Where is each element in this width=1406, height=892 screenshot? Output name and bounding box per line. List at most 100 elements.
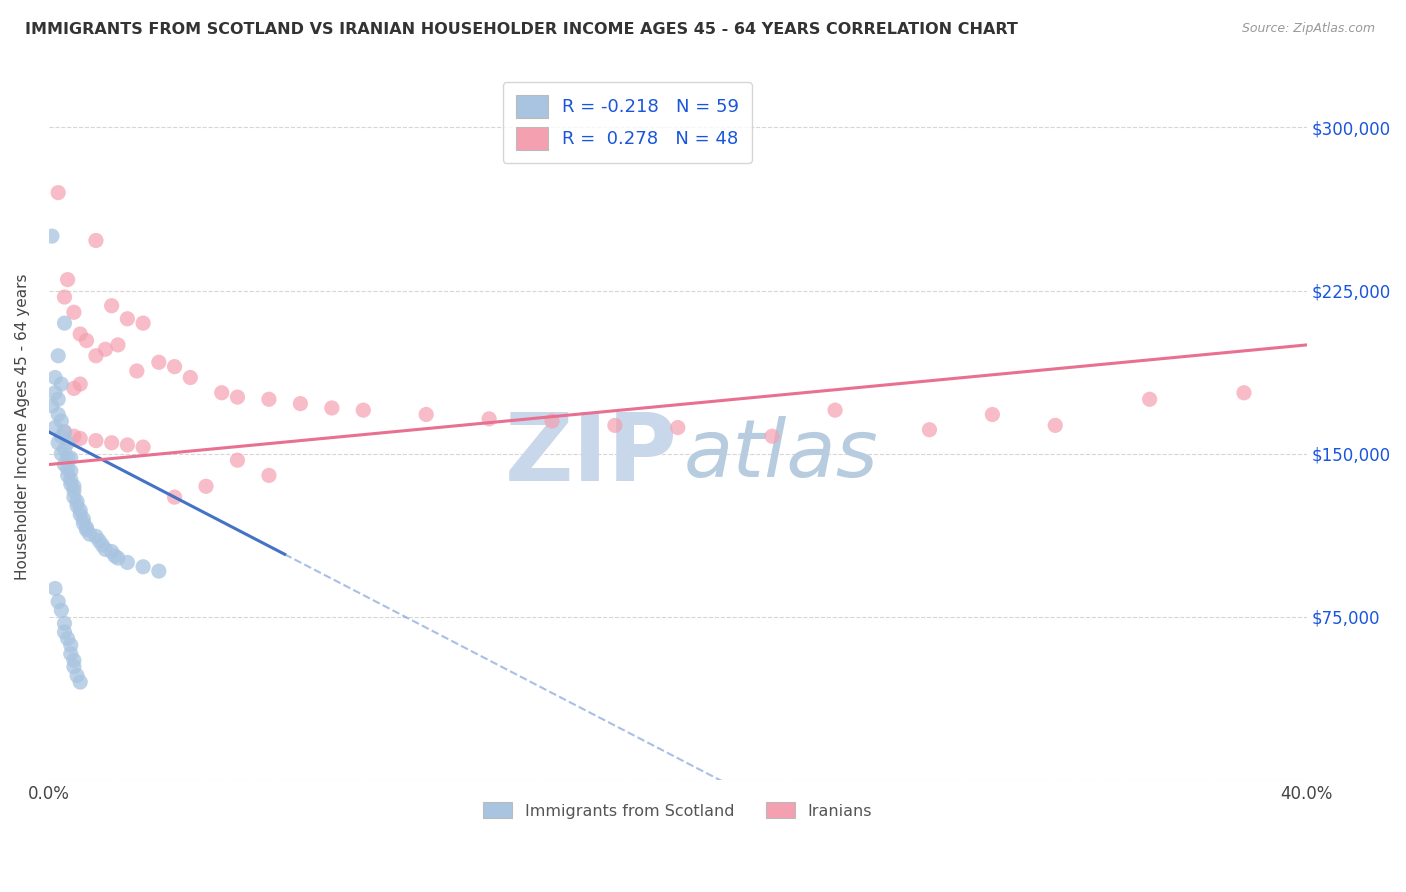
Text: Source: ZipAtlas.com: Source: ZipAtlas.com xyxy=(1241,22,1375,36)
Point xyxy=(46,594,69,608)
Point xyxy=(46,349,69,363)
Point xyxy=(51,603,73,617)
Point xyxy=(56,435,79,450)
Point xyxy=(53,316,76,330)
Point xyxy=(117,438,139,452)
Point xyxy=(59,450,82,465)
Point xyxy=(51,429,73,443)
Point xyxy=(100,435,122,450)
Point xyxy=(226,390,249,404)
Y-axis label: Householder Income Ages 45 - 64 years: Householder Income Ages 45 - 64 years xyxy=(15,273,30,580)
Point xyxy=(84,234,107,248)
Point xyxy=(63,429,86,443)
Point xyxy=(46,186,69,200)
Point xyxy=(41,229,63,244)
Point xyxy=(46,408,69,422)
Point xyxy=(132,316,155,330)
Point xyxy=(44,370,66,384)
Point xyxy=(132,440,155,454)
Point xyxy=(148,564,170,578)
Point xyxy=(63,483,86,498)
Point xyxy=(76,334,98,348)
Point xyxy=(132,559,155,574)
Point xyxy=(56,450,79,465)
Point xyxy=(66,494,89,508)
Point xyxy=(46,435,69,450)
Point xyxy=(100,544,122,558)
Point xyxy=(46,392,69,407)
Legend: Immigrants from Scotland, Iranians: Immigrants from Scotland, Iranians xyxy=(477,796,879,825)
Point xyxy=(41,399,63,413)
Point xyxy=(69,503,91,517)
Point xyxy=(51,414,73,428)
Point xyxy=(415,408,437,422)
Point xyxy=(226,453,249,467)
Point xyxy=(321,401,343,415)
Point xyxy=(69,377,91,392)
Point xyxy=(104,549,127,563)
Point xyxy=(63,381,86,395)
Point xyxy=(257,392,280,407)
Point xyxy=(918,423,941,437)
Point xyxy=(66,499,89,513)
Text: IMMIGRANTS FROM SCOTLAND VS IRANIAN HOUSEHOLDER INCOME AGES 45 - 64 YEARS CORREL: IMMIGRANTS FROM SCOTLAND VS IRANIAN HOUS… xyxy=(25,22,1018,37)
Point xyxy=(125,364,148,378)
Point xyxy=(66,668,89,682)
Point xyxy=(541,414,564,428)
Point xyxy=(44,582,66,596)
Point xyxy=(53,442,76,457)
Point xyxy=(666,420,689,434)
Point xyxy=(87,533,110,548)
Point xyxy=(44,385,66,400)
Point xyxy=(824,403,846,417)
Point xyxy=(63,479,86,493)
Point xyxy=(79,527,101,541)
Point xyxy=(76,521,98,535)
Point xyxy=(478,412,501,426)
Point xyxy=(163,490,186,504)
Point xyxy=(63,653,86,667)
Point xyxy=(59,477,82,491)
Point xyxy=(69,675,91,690)
Point xyxy=(257,468,280,483)
Point xyxy=(53,458,76,472)
Point xyxy=(1233,385,1256,400)
Point xyxy=(72,516,94,531)
Point xyxy=(56,462,79,476)
Point xyxy=(59,647,82,661)
Point xyxy=(56,272,79,286)
Point xyxy=(84,529,107,543)
Point xyxy=(603,418,626,433)
Point xyxy=(117,556,139,570)
Point xyxy=(195,479,218,493)
Point xyxy=(84,349,107,363)
Point xyxy=(59,464,82,478)
Text: atlas: atlas xyxy=(685,416,879,494)
Point xyxy=(69,432,91,446)
Point xyxy=(53,425,76,439)
Point xyxy=(63,660,86,674)
Point xyxy=(56,632,79,646)
Point xyxy=(53,625,76,640)
Point xyxy=(53,425,76,439)
Point xyxy=(59,473,82,487)
Point xyxy=(117,311,139,326)
Point xyxy=(69,508,91,522)
Point xyxy=(44,420,66,434)
Point xyxy=(59,638,82,652)
Point xyxy=(53,616,76,631)
Point xyxy=(91,538,114,552)
Point xyxy=(94,343,117,357)
Point xyxy=(352,403,374,417)
Point xyxy=(290,396,312,410)
Point xyxy=(94,542,117,557)
Point xyxy=(56,468,79,483)
Point xyxy=(51,447,73,461)
Point xyxy=(72,512,94,526)
Point xyxy=(163,359,186,374)
Point xyxy=(100,299,122,313)
Point xyxy=(63,490,86,504)
Point xyxy=(1139,392,1161,407)
Text: ZIP: ZIP xyxy=(505,409,678,500)
Point xyxy=(107,338,129,352)
